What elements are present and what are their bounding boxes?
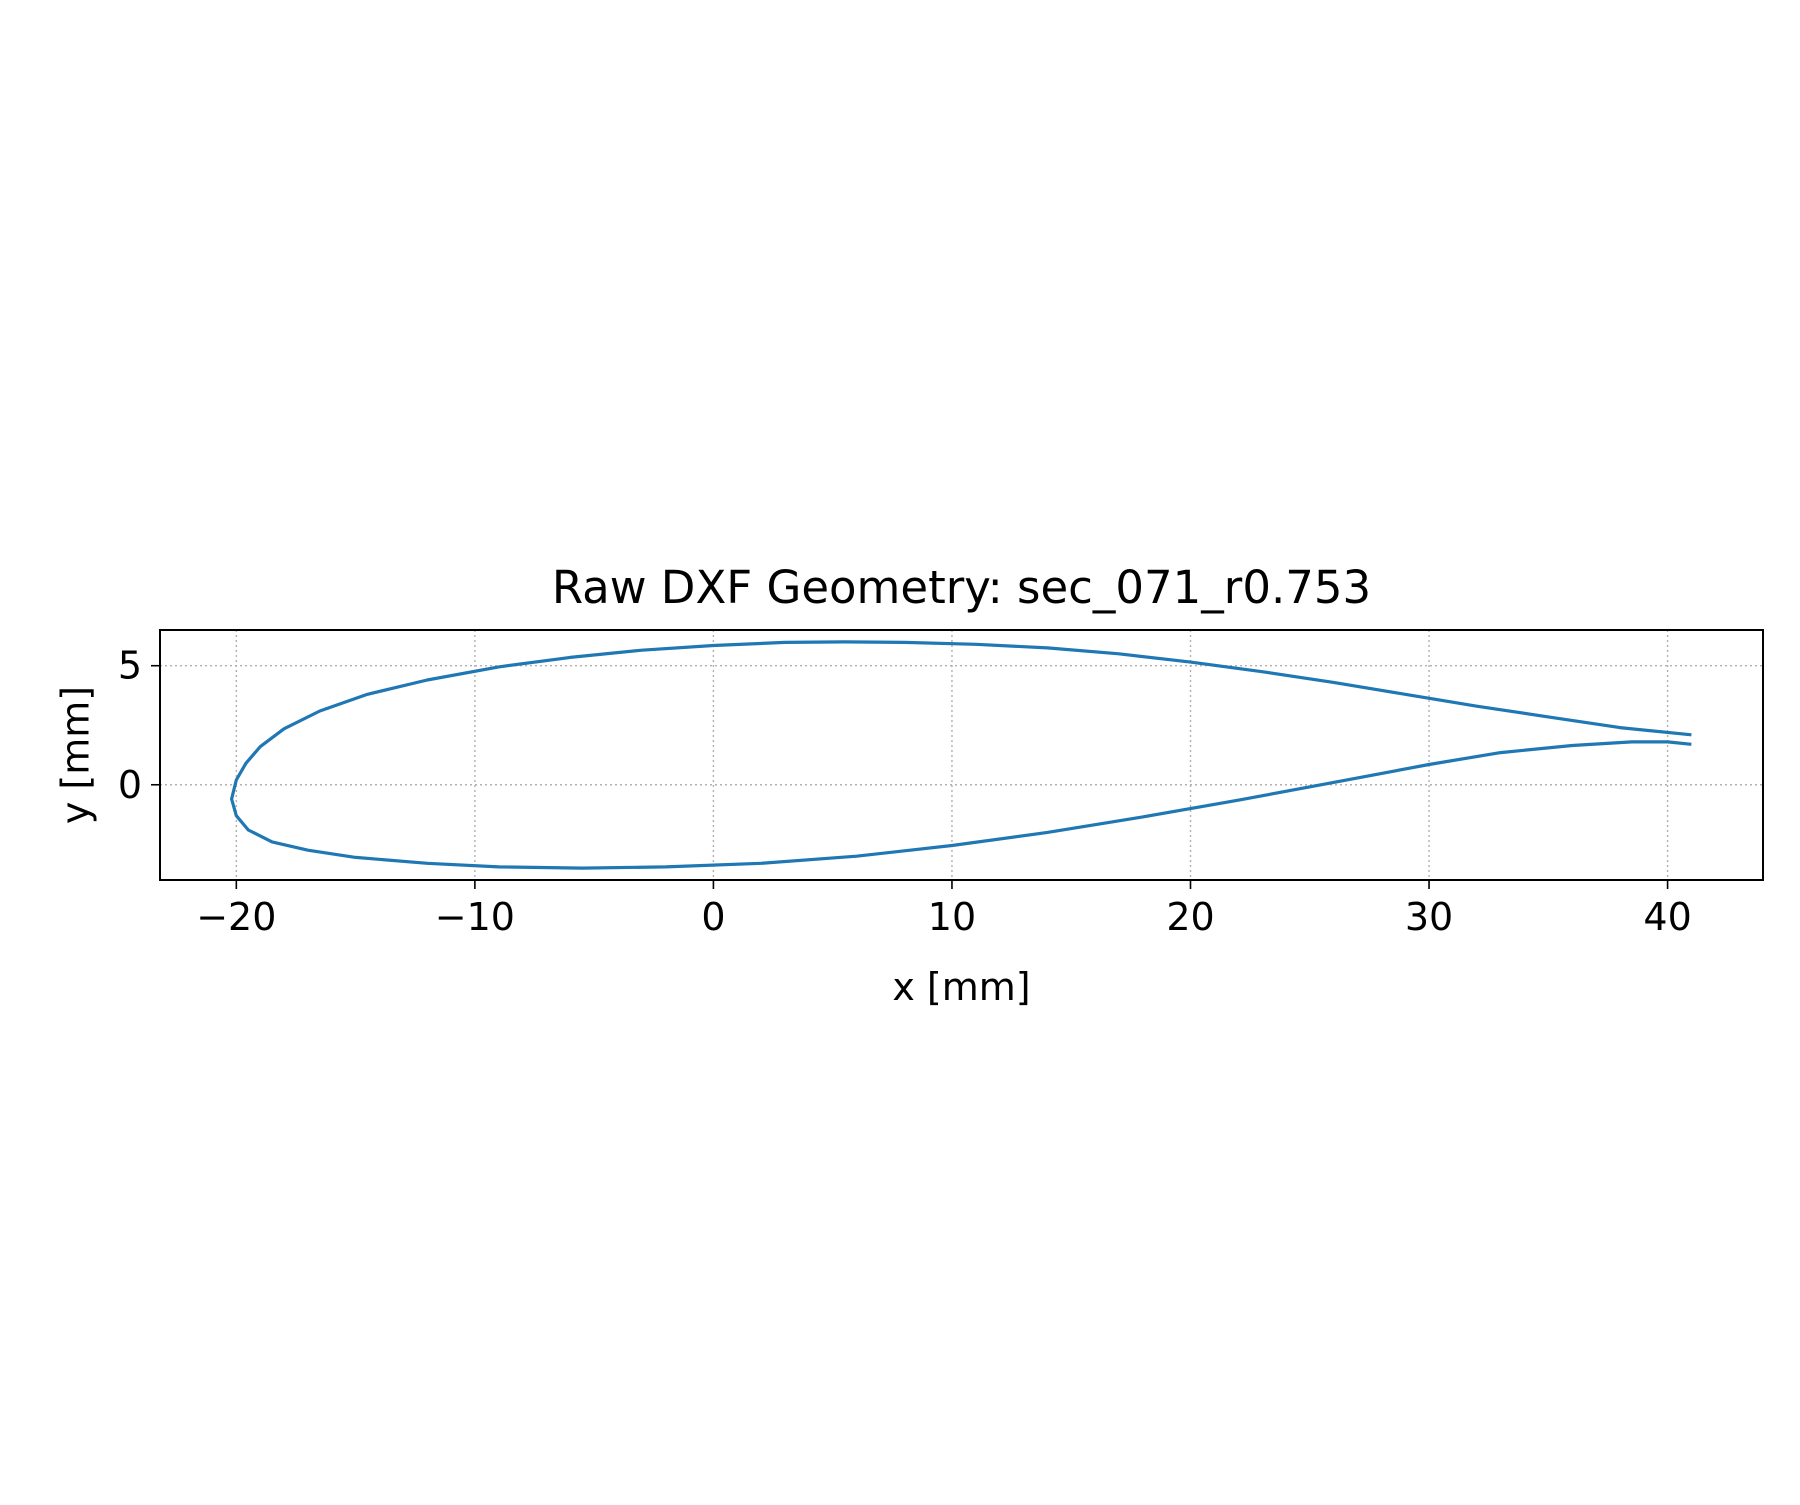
x-tick-label: 20 bbox=[1166, 895, 1214, 939]
plot-layer bbox=[230, 640, 1692, 870]
chart-title: Raw DXF Geometry: sec_071_r0.753 bbox=[552, 561, 1371, 614]
x-tick-label: 30 bbox=[1405, 895, 1453, 939]
x-tick-label: 0 bbox=[701, 895, 725, 939]
tick-layer: −20 −10 0 10 20 30 40 0 5 bbox=[118, 644, 1692, 939]
grid-layer bbox=[160, 630, 1763, 880]
x-tick-label: 10 bbox=[928, 895, 976, 939]
x-tick-label: −20 bbox=[196, 895, 276, 939]
x-axis-label: x [mm] bbox=[892, 965, 1030, 1009]
y-axis-label: y [mm] bbox=[54, 686, 98, 824]
x-tick-label: 40 bbox=[1643, 895, 1691, 939]
airfoil-profile-line bbox=[230, 640, 1692, 870]
y-tick-label: 0 bbox=[118, 763, 142, 807]
x-tick-label: −10 bbox=[435, 895, 515, 939]
plot-frame bbox=[159, 629, 1764, 881]
y-tick-label: 5 bbox=[118, 644, 142, 688]
